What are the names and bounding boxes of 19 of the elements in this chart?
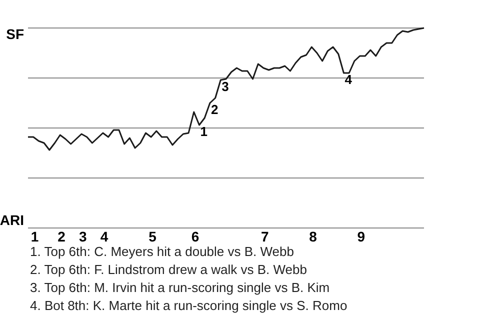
text: 4. Bot 8th: K. Marte hit a run-scoring single vs S. Romo xyxy=(30,298,348,313)
x-tick-label: 5 xyxy=(148,228,157,244)
x-tick-label: 4 xyxy=(100,228,108,244)
x-tick-label: 2 xyxy=(58,228,66,244)
text: 3. Top 6th: M. Irvin hit a run-scoring single vs B. Kim xyxy=(30,280,330,295)
x-tick-label: 8 xyxy=(309,228,318,244)
annotation: 1 xyxy=(200,124,208,139)
annotation: 3 xyxy=(222,79,229,94)
x-tick-label: 3 xyxy=(79,228,88,244)
x-tick-label: 1 xyxy=(30,228,39,244)
x-tick-label: 9 xyxy=(357,228,366,244)
annotation: 4 xyxy=(344,72,353,87)
text: 1. Top 6th: C. Meyers hit a double vs B. Webb xyxy=(30,244,294,259)
ref-line-label: SF xyxy=(6,26,24,42)
x-tick-label: 7 xyxy=(260,228,269,244)
annotation: 2 xyxy=(210,102,218,117)
ref-line-label: ARI xyxy=(0,212,24,228)
x-tick-label: 6 xyxy=(191,228,200,244)
text: 2. Top 6th: F. Lindstrom drew a walk vs B. Webb xyxy=(30,262,307,277)
